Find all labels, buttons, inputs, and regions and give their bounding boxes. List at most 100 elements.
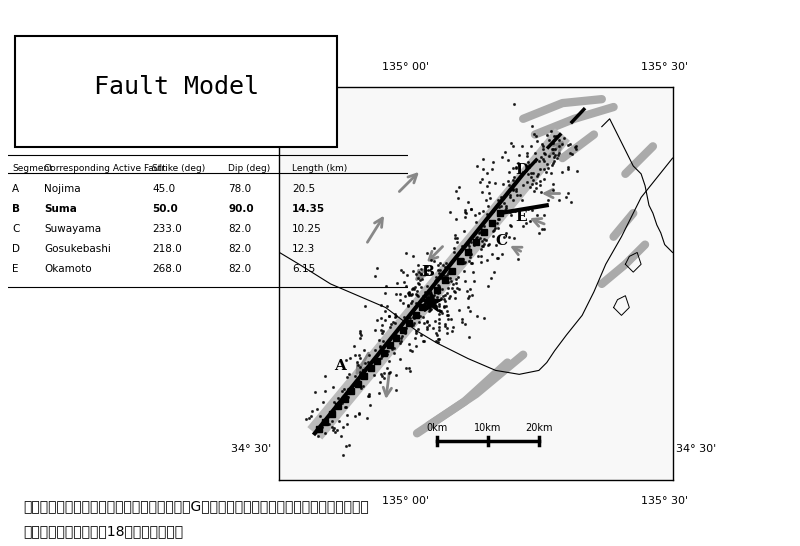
- Point: [433, 282, 446, 290]
- Point: [376, 337, 389, 346]
- Point: [458, 213, 471, 222]
- Point: [386, 344, 398, 353]
- Point: [465, 205, 478, 213]
- Point: [402, 290, 415, 299]
- Point: [336, 422, 349, 431]
- Point: [512, 159, 525, 168]
- Point: [441, 324, 454, 333]
- Point: [473, 228, 486, 237]
- Point: [524, 173, 537, 181]
- Point: [417, 295, 430, 304]
- Point: [565, 150, 578, 158]
- Point: [418, 336, 430, 345]
- Point: [538, 149, 551, 158]
- Point: [317, 397, 330, 406]
- Text: 135° 30': 135° 30': [641, 62, 688, 72]
- Point: [463, 285, 476, 294]
- Point: [406, 284, 419, 293]
- Point: [424, 302, 437, 311]
- Text: 268.0: 268.0: [152, 264, 182, 274]
- Point: [486, 227, 499, 235]
- Point: [467, 268, 480, 276]
- Point: [505, 222, 518, 231]
- Point: [432, 301, 445, 310]
- Point: [542, 163, 554, 172]
- Point: [327, 424, 340, 433]
- Point: [424, 306, 437, 314]
- Text: 82.0: 82.0: [228, 244, 251, 254]
- Point: [337, 385, 350, 394]
- Point: [565, 198, 578, 207]
- Point: [437, 260, 450, 269]
- Point: [402, 363, 415, 372]
- Point: [438, 291, 451, 300]
- Point: [460, 287, 473, 296]
- Point: [398, 292, 411, 300]
- Point: [499, 201, 512, 210]
- Point: [430, 273, 443, 282]
- Point: [441, 268, 454, 277]
- Point: [342, 384, 354, 393]
- Point: [445, 277, 458, 286]
- Point: [382, 357, 395, 365]
- Text: Suwayama: Suwayama: [44, 224, 101, 234]
- Point: [509, 207, 522, 216]
- Point: [472, 251, 485, 260]
- Text: 218.0: 218.0: [152, 244, 182, 254]
- Point: [356, 382, 369, 390]
- Point: [422, 266, 434, 275]
- Point: [539, 168, 552, 176]
- Point: [526, 180, 538, 188]
- Point: [523, 163, 536, 171]
- Point: [305, 407, 318, 416]
- Point: [362, 391, 374, 400]
- Point: [424, 304, 437, 313]
- Point: [444, 208, 457, 217]
- Point: [438, 302, 450, 311]
- Text: 14.35: 14.35: [292, 204, 325, 214]
- Point: [414, 270, 427, 278]
- Point: [386, 339, 398, 348]
- Point: [499, 229, 512, 238]
- Point: [456, 257, 469, 265]
- Point: [318, 371, 331, 380]
- Point: [506, 185, 519, 193]
- Text: 82.0: 82.0: [228, 264, 251, 274]
- Point: [559, 193, 572, 201]
- Point: [503, 207, 516, 216]
- Point: [411, 278, 424, 287]
- Point: [406, 321, 419, 329]
- Text: 78.0: 78.0: [228, 185, 251, 194]
- Point: [410, 327, 422, 336]
- Point: [453, 183, 466, 192]
- Point: [464, 250, 477, 258]
- Point: [505, 139, 518, 147]
- Point: [326, 417, 339, 426]
- Point: [418, 288, 431, 296]
- Point: [430, 301, 442, 310]
- Point: [315, 423, 328, 431]
- Point: [368, 371, 381, 379]
- Point: [378, 306, 391, 315]
- Point: [437, 271, 450, 280]
- Point: [563, 140, 576, 149]
- Point: [474, 245, 487, 254]
- Point: [395, 266, 408, 275]
- Point: [534, 165, 546, 174]
- Point: [474, 225, 487, 234]
- Point: [462, 198, 474, 206]
- Point: [568, 143, 581, 151]
- Point: [389, 310, 402, 318]
- Point: [499, 148, 512, 157]
- Point: [442, 284, 454, 293]
- Point: [510, 164, 523, 173]
- Point: [529, 149, 542, 158]
- Point: [477, 207, 490, 216]
- Point: [561, 163, 574, 171]
- Point: [525, 122, 538, 130]
- Point: [548, 131, 561, 140]
- Text: 20.5: 20.5: [292, 185, 315, 194]
- Point: [471, 233, 484, 242]
- Point: [440, 259, 453, 268]
- Point: [438, 302, 450, 311]
